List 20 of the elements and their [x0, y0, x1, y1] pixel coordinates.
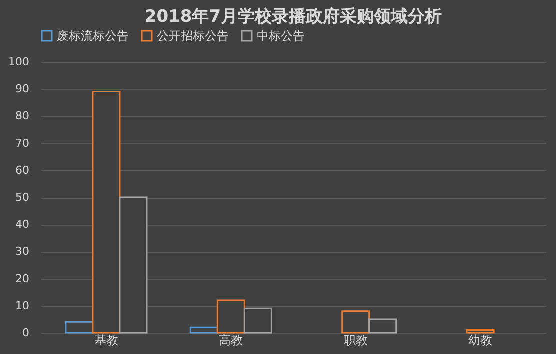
- y-tick-label: 10: [16, 299, 30, 312]
- chart-title: 2018年7月学校录播政府采购领域分析: [144, 7, 442, 27]
- y-tick-label: 40: [16, 218, 30, 232]
- y-tick-label: 0: [22, 326, 30, 340]
- x-tick-label: 高教: [219, 334, 244, 348]
- legend-label: 公开招标公告: [157, 29, 229, 43]
- legend-label: 中标公告: [257, 29, 305, 43]
- y-tick-label: 90: [16, 82, 30, 96]
- y-tick-label: 70: [16, 136, 30, 150]
- legend-label: 废标流标公告: [57, 29, 129, 43]
- x-tick-label: 职教: [344, 334, 368, 348]
- y-tick-label: 60: [16, 164, 30, 177]
- y-tick-label: 20: [16, 272, 30, 286]
- y-tick-label: 80: [16, 110, 30, 123]
- y-tick-label: 50: [16, 191, 30, 204]
- x-tick-label: 基教: [94, 334, 118, 348]
- bar: [466, 330, 495, 334]
- y-tick-label: 30: [16, 245, 30, 258]
- x-tick-label: 幼教: [468, 334, 493, 348]
- y-tick-label: 100: [8, 56, 30, 68]
